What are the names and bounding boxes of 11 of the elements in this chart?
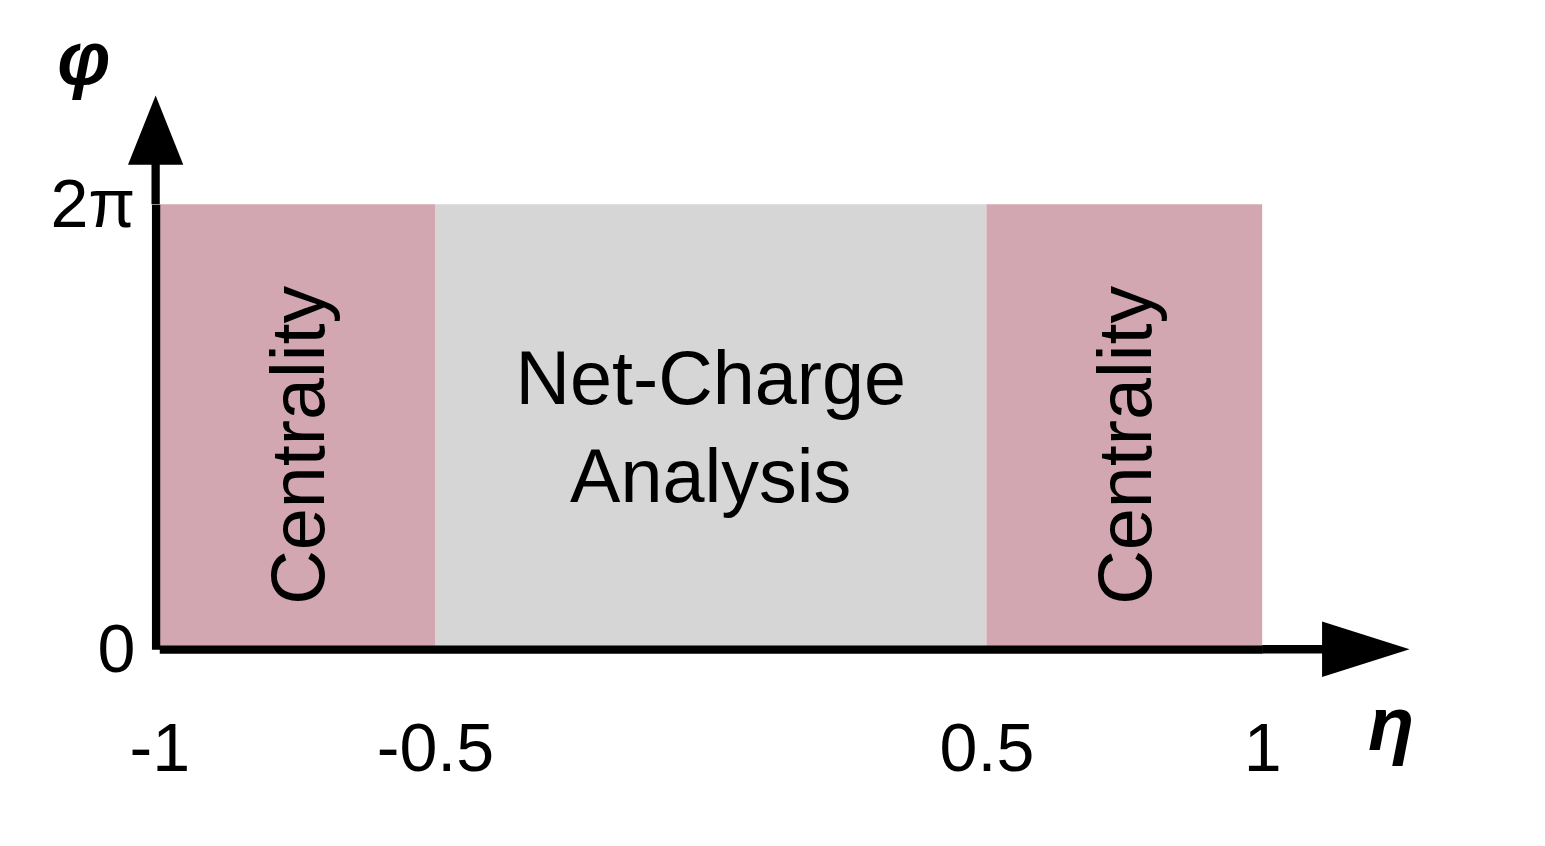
y-tick-label: 2π — [50, 164, 136, 241]
annotation: Centrality — [1082, 285, 1167, 605]
x-axis-title: η — [1368, 681, 1415, 766]
x-tick-label: 1 — [1243, 709, 1282, 786]
annotation: Centrality — [255, 285, 340, 605]
x-tick-label: -1 — [129, 709, 191, 786]
y-tick-label: 0 — [97, 609, 136, 686]
x-tick-label: 0.5 — [939, 709, 1035, 786]
y-axis-title: φ — [57, 15, 111, 100]
x-tick-label: -0.5 — [376, 709, 495, 786]
annotation: Net-Charge Analysis — [515, 336, 906, 519]
